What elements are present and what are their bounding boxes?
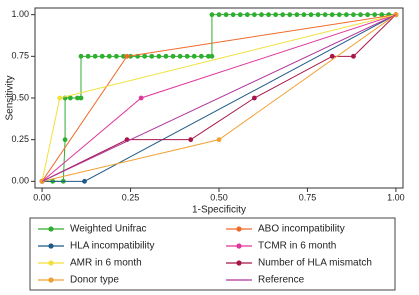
series-line	[41, 14, 397, 182]
x-tick-label: 1.00	[387, 192, 405, 202]
y-tick-label: 0.50	[11, 92, 29, 102]
point	[156, 53, 162, 59]
legend-label: AMR in 6 month	[70, 258, 142, 269]
point	[230, 12, 236, 18]
point	[273, 12, 279, 18]
legend-marker	[48, 260, 54, 266]
legend-label: Weighted Unifrac	[70, 224, 147, 235]
x-tick-label: 0.75	[299, 192, 317, 202]
point	[82, 178, 87, 184]
point	[78, 95, 84, 101]
point	[205, 53, 211, 59]
legend-marker	[48, 243, 54, 249]
point	[209, 53, 215, 59]
point	[113, 53, 119, 59]
point	[244, 12, 250, 18]
legend-label: HLA incompatibility	[70, 241, 154, 252]
point	[184, 53, 190, 59]
y-tick-label: 0.25	[11, 134, 29, 144]
point	[315, 12, 321, 18]
point	[85, 53, 91, 59]
y-tick-label: 0.75	[11, 51, 29, 61]
legend-label: TCMR in 6 month	[258, 241, 336, 252]
point	[351, 12, 356, 18]
legend-marker	[48, 226, 54, 232]
legend: Weighted Unifrac ABO incompatibility HLA i…	[38, 224, 372, 286]
point	[336, 12, 342, 18]
point	[294, 12, 300, 18]
point	[372, 12, 378, 18]
point	[142, 53, 148, 59]
point	[266, 12, 271, 18]
point	[251, 12, 257, 18]
point	[177, 53, 183, 59]
legend-label: Donor type	[70, 275, 119, 286]
legend-frame	[29, 217, 396, 291]
point	[121, 53, 126, 59]
point	[163, 53, 169, 59]
legend-label: Number of HLA mismatch	[258, 258, 372, 269]
point	[237, 12, 243, 18]
point	[351, 53, 356, 59]
point	[75, 95, 80, 101]
point	[280, 12, 286, 18]
y-tick-label: 1.00	[11, 9, 29, 19]
point	[223, 12, 229, 18]
point	[287, 12, 293, 18]
point	[170, 53, 176, 59]
point	[358, 12, 363, 18]
point	[67, 95, 73, 101]
point	[62, 137, 68, 143]
point	[198, 53, 204, 59]
point	[188, 137, 194, 143]
point	[379, 12, 385, 18]
point	[216, 12, 222, 18]
point	[343, 12, 349, 18]
x-tick-label: 0.00	[33, 192, 51, 202]
point	[259, 12, 264, 18]
point	[57, 95, 63, 101]
legend-marker	[236, 260, 242, 266]
legend-marker	[236, 226, 242, 232]
legend-label: ABO incompatibility	[258, 224, 345, 235]
point	[78, 53, 84, 59]
y-tick-label: 0.00	[11, 176, 29, 186]
point	[322, 12, 328, 18]
point	[191, 53, 197, 59]
legend-label: Reference	[258, 275, 305, 286]
point	[92, 53, 98, 59]
x-tick-label: 0.50	[210, 192, 228, 202]
point	[124, 53, 130, 59]
point	[329, 12, 335, 18]
legend-marker	[48, 277, 54, 283]
point	[216, 137, 222, 143]
x-tick-label: 0.25	[122, 192, 140, 202]
point	[39, 178, 45, 184]
legend-marker	[236, 243, 242, 249]
point	[308, 12, 314, 18]
point	[365, 12, 371, 18]
point	[149, 53, 155, 59]
point	[106, 53, 112, 59]
point	[209, 12, 215, 18]
y-axis-title: Sensitivity	[5, 75, 16, 120]
point	[138, 95, 144, 101]
x-axis-title: 1-Specificity	[192, 205, 246, 216]
point	[99, 53, 105, 59]
point	[393, 12, 399, 18]
point	[329, 53, 335, 59]
point	[251, 95, 257, 101]
point	[301, 12, 307, 18]
